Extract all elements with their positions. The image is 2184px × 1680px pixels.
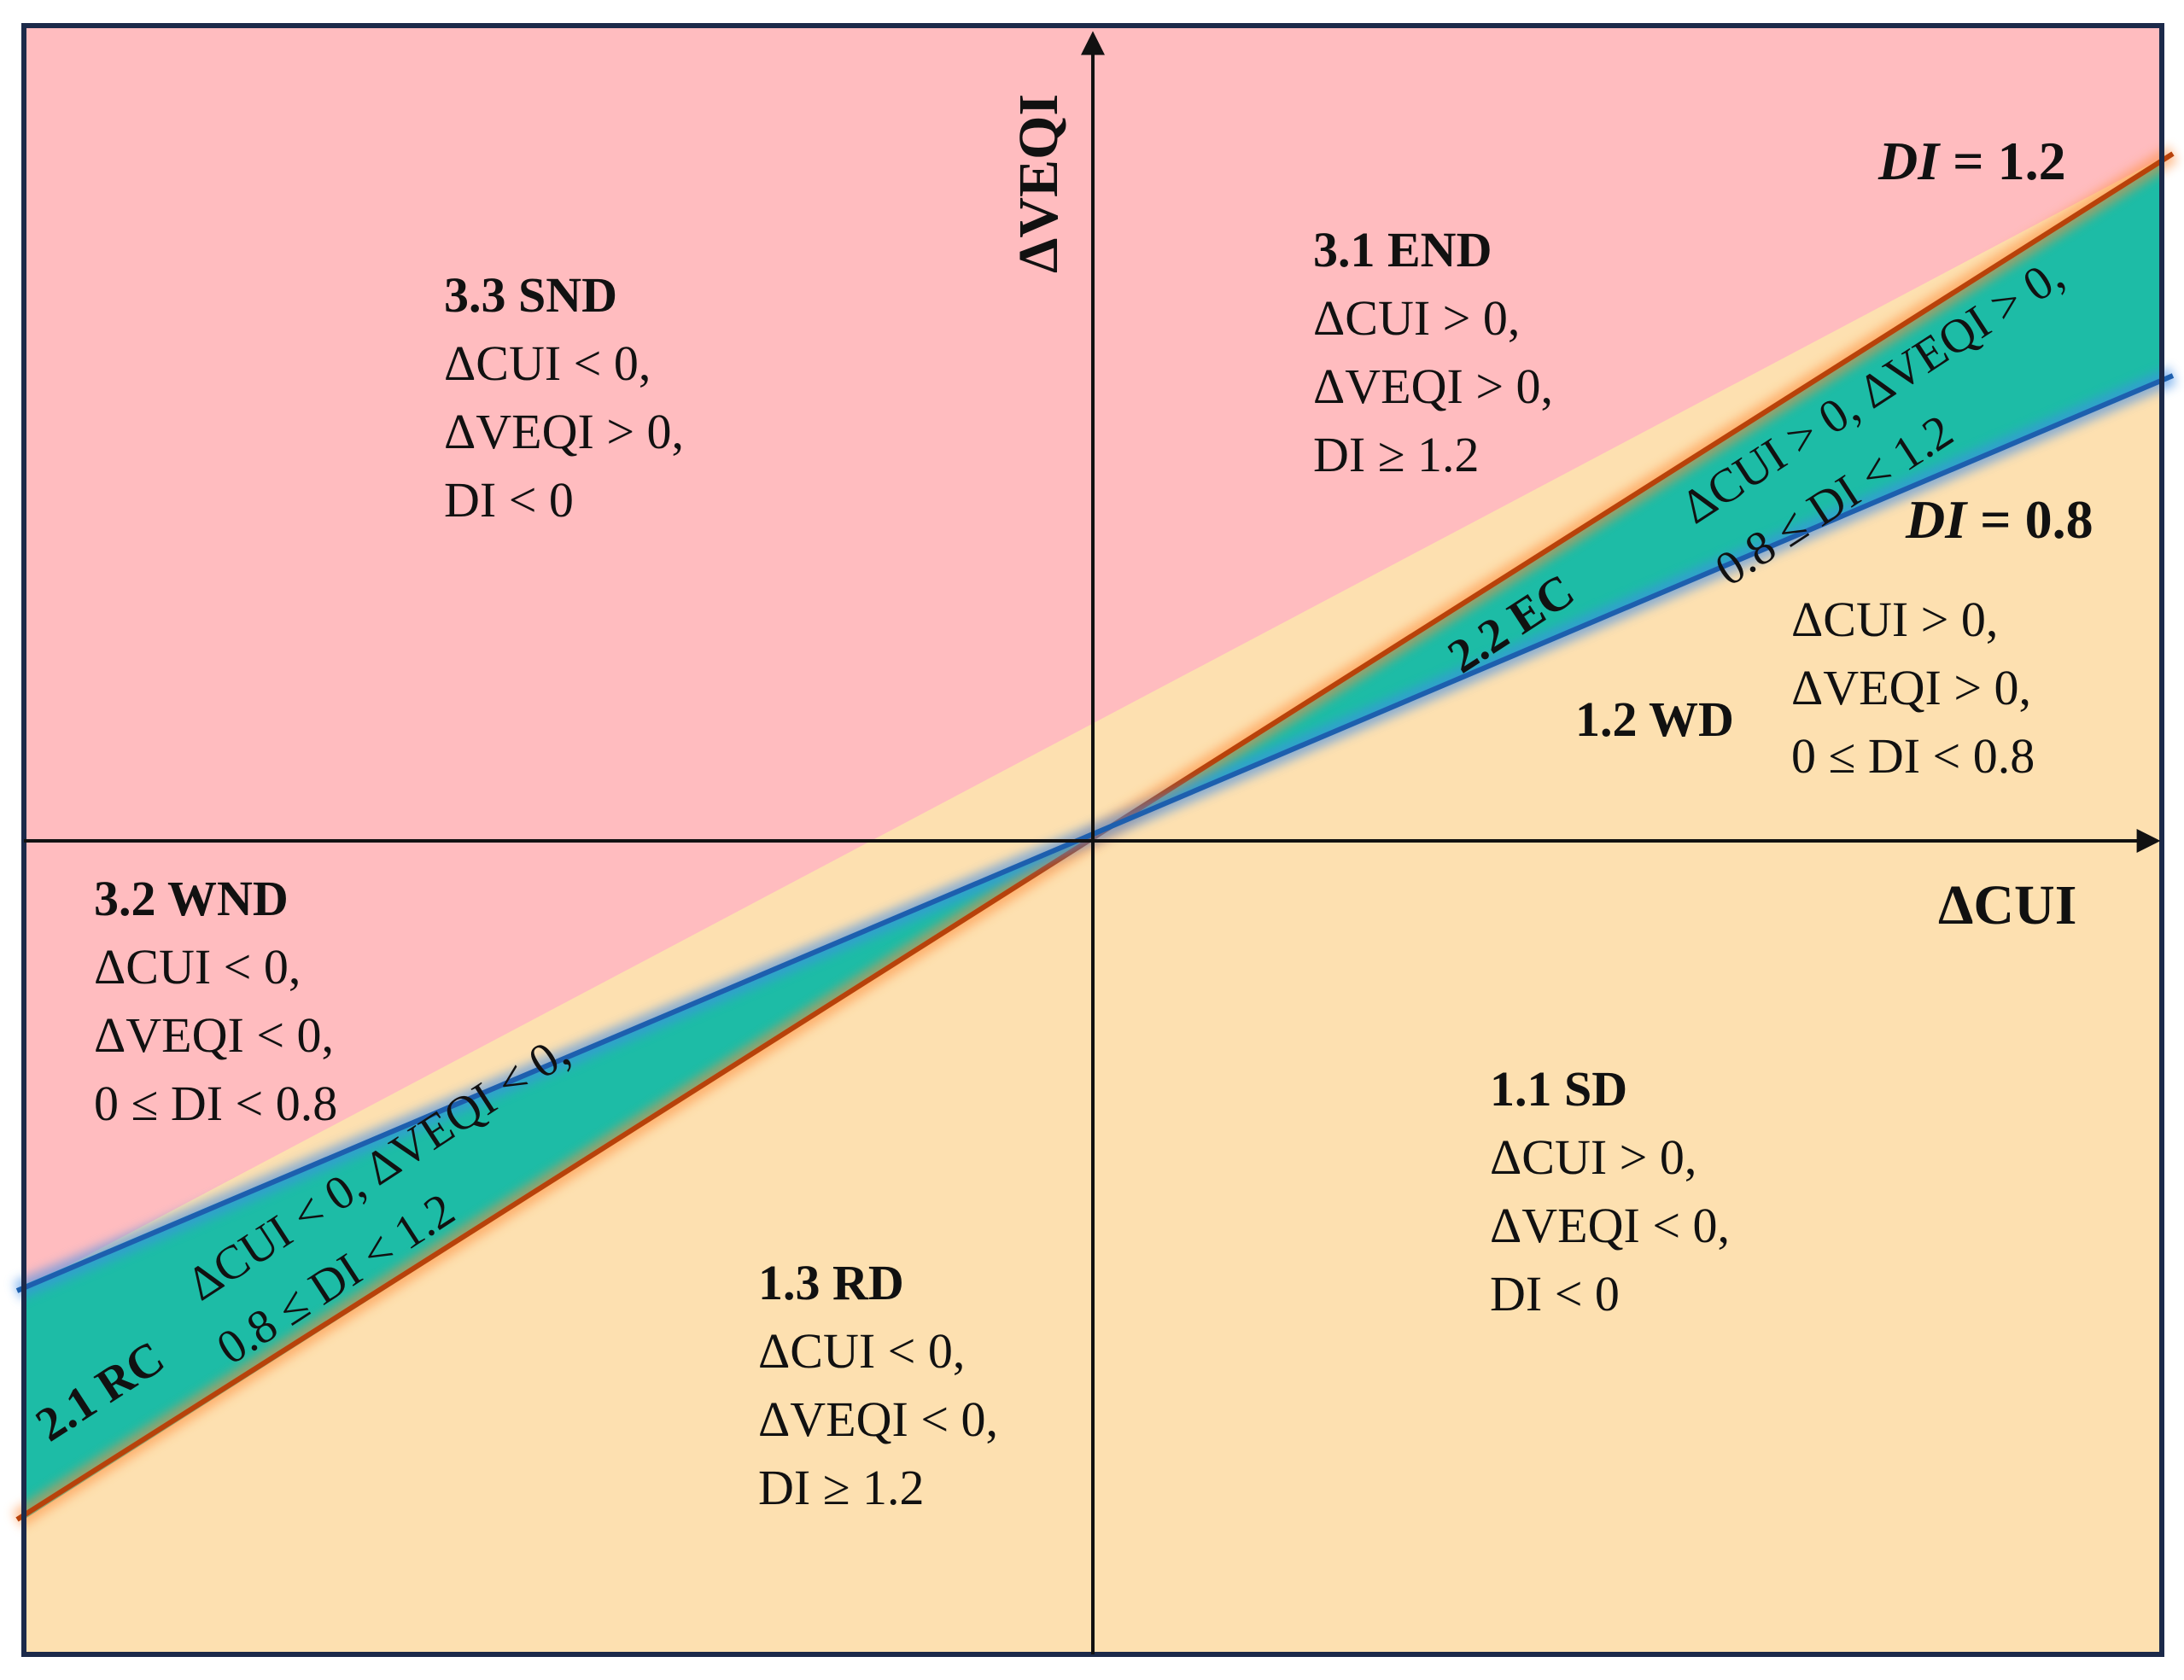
region-wnd-cond-3: 0 ≤ DI < 0.8 xyxy=(94,1076,337,1131)
x-axis-label: ΔCUI xyxy=(1938,874,2076,936)
region-snd-title: 3.3 SND xyxy=(444,267,617,323)
region-wnd: 3.2 WND ΔCUI < 0, ΔVEQI < 0, 0 ≤ DI < 0.… xyxy=(94,871,337,1131)
region-wnd-cond-1: ΔCUI < 0, xyxy=(94,939,301,995)
region-end: 3.1 END ΔCUI > 0, ΔVEQI > 0, DI ≥ 1.2 xyxy=(1313,222,1553,482)
region-wd-cond-3: 0 ≤ DI < 0.8 xyxy=(1791,728,2035,784)
region-snd-cond-2: ΔVEQI > 0, xyxy=(444,404,684,459)
region-wd: 1.2 WD ΔCUI > 0, ΔVEQI > 0, 0 ≤ DI < 0.8 xyxy=(1575,592,2035,784)
di-0.8-line xyxy=(15,373,2175,1293)
region-rd-cond-1: ΔCUI < 0, xyxy=(758,1323,965,1379)
region-wd-title: 1.2 WD xyxy=(1575,691,1734,747)
region-end-cond-3: DI ≥ 1.2 xyxy=(1313,427,1480,482)
region-rd-title: 1.3 RD xyxy=(758,1255,904,1310)
region-end-cond-1: ΔCUI > 0, xyxy=(1313,290,1520,346)
region-snd-cond-3: DI < 0 xyxy=(444,472,574,528)
region-rd-cond-2: ΔVEQI < 0, xyxy=(758,1391,998,1447)
di-1.2-label: DI = 1.2 xyxy=(1877,131,2066,191)
region-end-cond-2: ΔVEQI > 0, xyxy=(1313,359,1553,414)
y-axis-label: ΔVEQI xyxy=(1007,94,1070,273)
di-0.8-label: DI = 0.8 xyxy=(1905,489,2093,550)
region-sd: 1.1 SD ΔCUI > 0, ΔVEQI < 0, DI < 0 xyxy=(1490,1061,1730,1321)
region-sd-cond-1: ΔCUI > 0, xyxy=(1490,1129,1696,1185)
region-end-title: 3.1 END xyxy=(1313,222,1492,277)
region-sd-title: 1.1 SD xyxy=(1490,1061,1627,1117)
region-snd: 3.3 SND ΔCUI < 0, ΔVEQI > 0, DI < 0 xyxy=(444,267,684,528)
region-wd-cond-2: ΔVEQI > 0, xyxy=(1791,660,2031,715)
region-wnd-cond-2: ΔVEQI < 0, xyxy=(94,1007,334,1063)
region-sd-cond-2: ΔVEQI < 0, xyxy=(1490,1198,1730,1253)
region-rd-cond-3: DI ≥ 1.2 xyxy=(758,1460,925,1515)
region-snd-cond-1: ΔCUI < 0, xyxy=(444,335,651,391)
region-sd-cond-3: DI < 0 xyxy=(1490,1266,1620,1321)
region-rd: 1.3 RD ΔCUI < 0, ΔVEQI < 0, DI ≥ 1.2 xyxy=(758,1255,998,1515)
region-wd-cond-1: ΔCUI > 0, xyxy=(1791,592,1998,647)
region-wnd-title: 3.2 WND xyxy=(94,871,289,926)
